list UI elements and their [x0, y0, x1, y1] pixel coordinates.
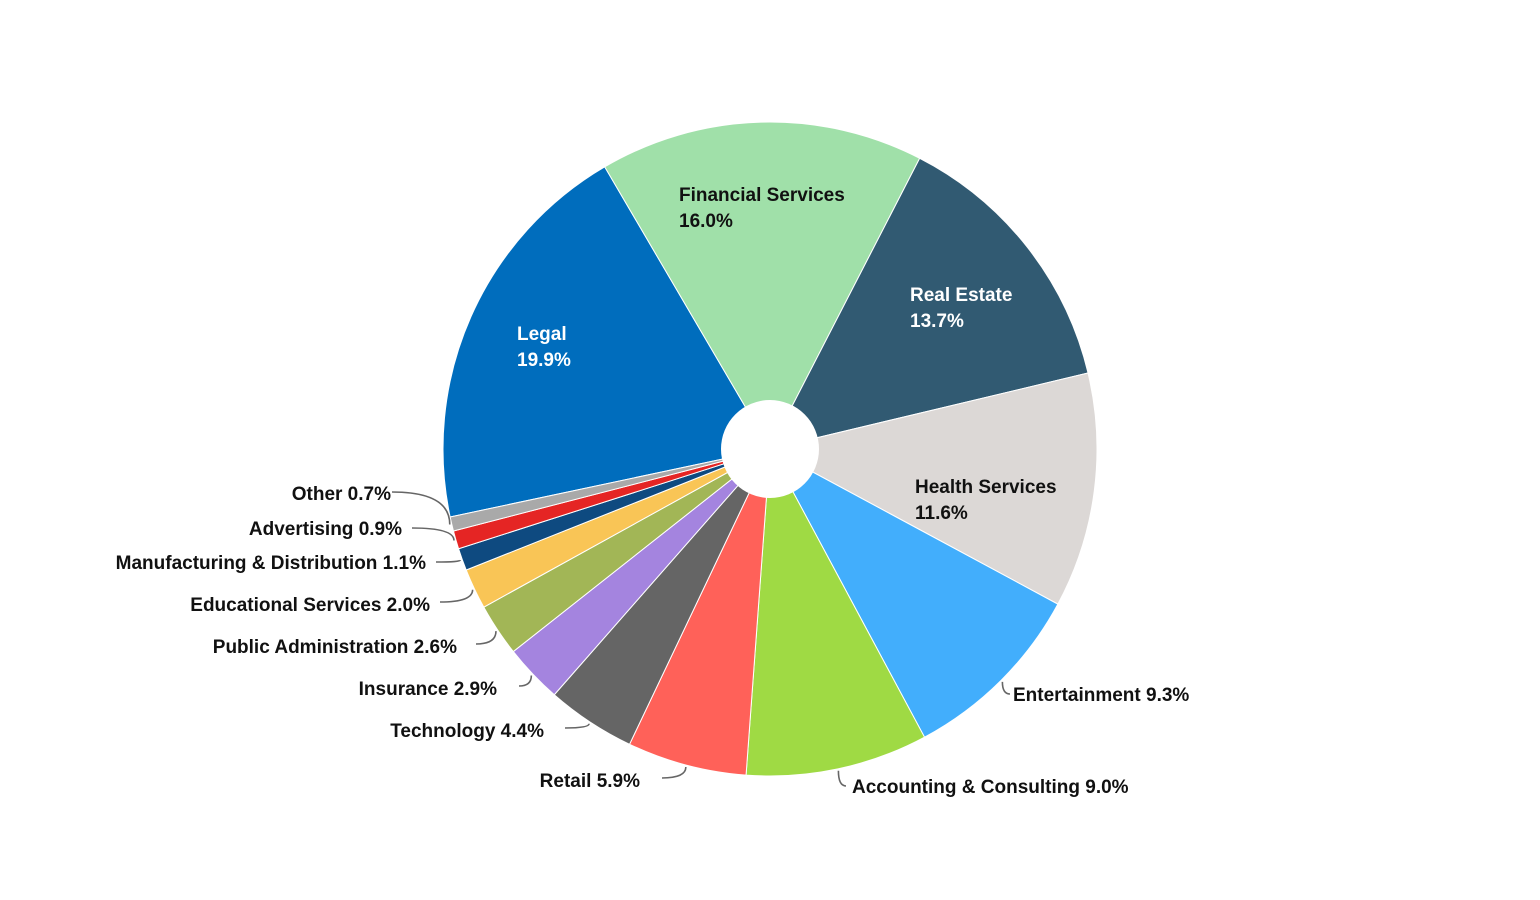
- donut-hole: [721, 400, 819, 498]
- slice-label-name: Real Estate: [910, 285, 1012, 306]
- slice-label-name: Legal: [517, 324, 567, 345]
- slice-other: [449, 448, 771, 532]
- slice-entertainment: [768, 447, 1059, 738]
- slice-label-advertising: Advertising 0.9%: [249, 519, 402, 540]
- pie-slices: [442, 121, 1098, 777]
- slice-label-educational-services: Educational Services 2.0%: [190, 595, 430, 616]
- slice-label-financial-services: Financial Services 16.0%: [679, 185, 845, 232]
- slice-label-other: Other 0.7%: [292, 484, 391, 505]
- leader-line-advertising: [411, 527, 455, 541]
- slice-label-technology: Technology 4.4%: [390, 721, 544, 742]
- slice-label-value: 13.7%: [910, 311, 964, 332]
- slice-label-legal: Legal 19.9%: [517, 324, 571, 371]
- leader-line-retail: [661, 766, 687, 779]
- label-leader-lines: [391, 491, 1011, 787]
- slice-label-name: Financial Services: [679, 185, 845, 206]
- leader-line-accounting-and-consulting: [837, 770, 847, 787]
- slice-label-public-administration: Public Administration 2.6%: [213, 637, 457, 658]
- slice-label-name: Health Services: [915, 477, 1057, 498]
- leader-line-other: [391, 491, 451, 525]
- leader-line-manufacturing-and-distribution: [435, 559, 462, 563]
- slice-label-entertainment: Entertainment 9.3%: [1013, 685, 1189, 706]
- slice-label-retail: Retail 5.9%: [540, 771, 640, 792]
- slice-label-value: 19.9%: [517, 350, 571, 371]
- slice-label-real-estate: Real Estate 13.7%: [910, 285, 1012, 332]
- slice-label-manufacturing-and-distribution: Manufacturing & Distribution 1.1%: [116, 553, 426, 574]
- slice-label-value: 11.6%: [915, 503, 968, 524]
- leader-line-public-administration: [475, 631, 497, 645]
- leader-line-educational-services: [439, 589, 474, 603]
- slice-financial-services: [604, 121, 921, 451]
- slice-labels: Legal 19.9% Financial Services 16.0% Real Es…: [116, 185, 1190, 798]
- slice-health-services: [768, 372, 1098, 605]
- leader-line-entertainment: [1001, 681, 1011, 695]
- leader-line-technology: [564, 723, 590, 729]
- slice-label-accounting-and-consulting: Accounting & Consulting 9.0%: [852, 777, 1129, 798]
- slice-label-insurance: Insurance 2.9%: [359, 679, 497, 700]
- slice-accounting-and-consulting: [745, 447, 926, 777]
- slice-real-estate: [769, 157, 1089, 450]
- slice-legal: [442, 166, 771, 518]
- leader-line-insurance: [518, 675, 533, 687]
- slice-retail: [628, 448, 771, 776]
- slice-label-health-services: Health Services 11.6%: [915, 477, 1057, 524]
- slice-label-value: 16.0%: [679, 211, 733, 232]
